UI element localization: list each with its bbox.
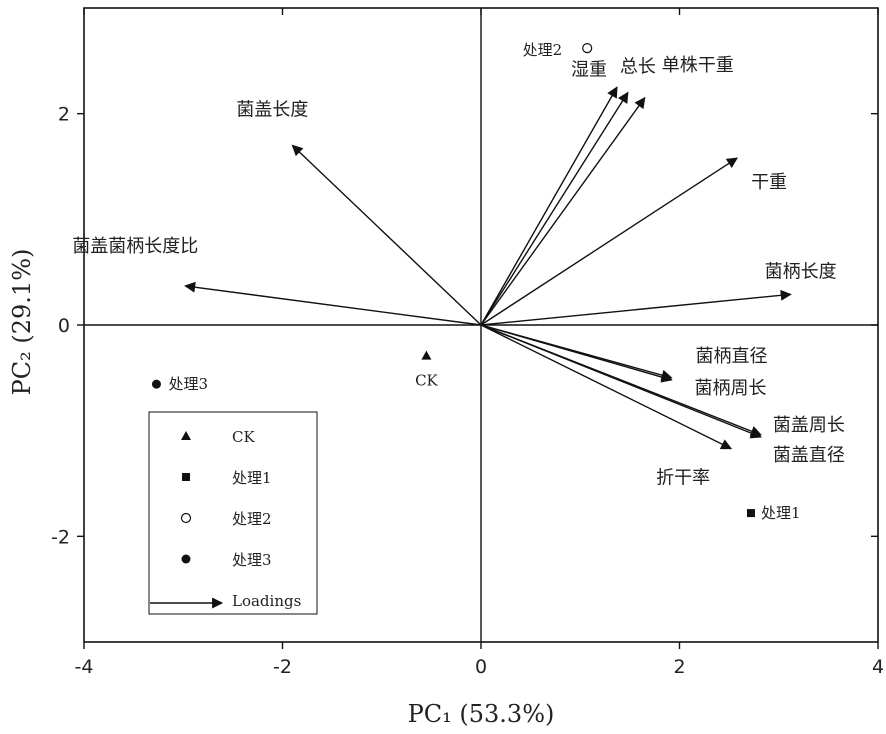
legend: CK 处理1 处理2 处理3 Loadings [148, 411, 318, 615]
y-tick-label: 2 [58, 104, 70, 126]
legend-swatch [180, 512, 192, 524]
loading-arrow [480, 157, 738, 326]
loading-arrow [480, 86, 618, 326]
score-point [746, 509, 755, 518]
y-axis-label: PC₂ (29.1%) [8, 249, 36, 396]
y-tick-label: -2 [51, 526, 70, 548]
legend-swatch [182, 473, 190, 481]
loading-arrow [480, 324, 733, 450]
loading-label: 单株干重 [662, 55, 734, 76]
loading-label: 湿重 [571, 59, 607, 80]
score-point-label: CK [415, 372, 438, 390]
loading-arrow [480, 289, 792, 326]
loading-label: 菌柄直径 [696, 346, 768, 367]
loading-label: 菌盖周长 [773, 415, 845, 436]
legend-swatch [181, 431, 191, 440]
loading-arrow [291, 144, 482, 326]
score-point-label: 处理3 [168, 375, 208, 393]
loading-arrow [480, 324, 762, 439]
loading-arrow [184, 281, 482, 326]
legend-label: 处理1 [232, 469, 272, 487]
legend-label: CK [232, 428, 255, 446]
loading-label: 菌盖菌柄长度比 [72, 236, 198, 257]
legend-label: 处理2 [232, 510, 272, 528]
score-point [421, 350, 432, 360]
loading-label: 菌柄周长 [695, 378, 767, 399]
x-tick-label: 0 [475, 656, 487, 678]
loading-label: 折干率 [656, 468, 710, 489]
x-axis-label: PC₁ (53.3%) [408, 700, 555, 728]
score-points: CK 处理1 处理2 处理3 [151, 41, 801, 522]
score-point [151, 379, 161, 389]
x-tick-label: 2 [673, 656, 685, 678]
loading-label: 菌盖长度 [236, 99, 308, 120]
x-tick-label: 4 [872, 656, 884, 678]
loading-label: 菌盖直径 [773, 445, 845, 466]
loading-label: 干重 [751, 172, 787, 193]
score-point-label: 处理1 [761, 504, 801, 522]
score-point [582, 43, 593, 54]
loading-label: 总长 [620, 57, 656, 78]
loading-arrow [480, 324, 673, 383]
loading-label: 菌柄长度 [765, 261, 837, 282]
x-tick-label: -2 [273, 656, 292, 678]
legend-swatch [181, 554, 191, 564]
axis-ticks: -4 -2 0 2 4 -2 0 2 [51, 8, 884, 678]
legend-label: Loadings [232, 592, 301, 610]
loading-arrow [480, 96, 646, 326]
y-tick-label: 0 [58, 315, 70, 337]
loading-arrow [480, 91, 629, 326]
score-point-label: 处理2 [523, 41, 563, 59]
x-tick-label: -4 [75, 656, 94, 678]
legend-label: 处理3 [232, 551, 272, 569]
legend-box [148, 411, 318, 615]
